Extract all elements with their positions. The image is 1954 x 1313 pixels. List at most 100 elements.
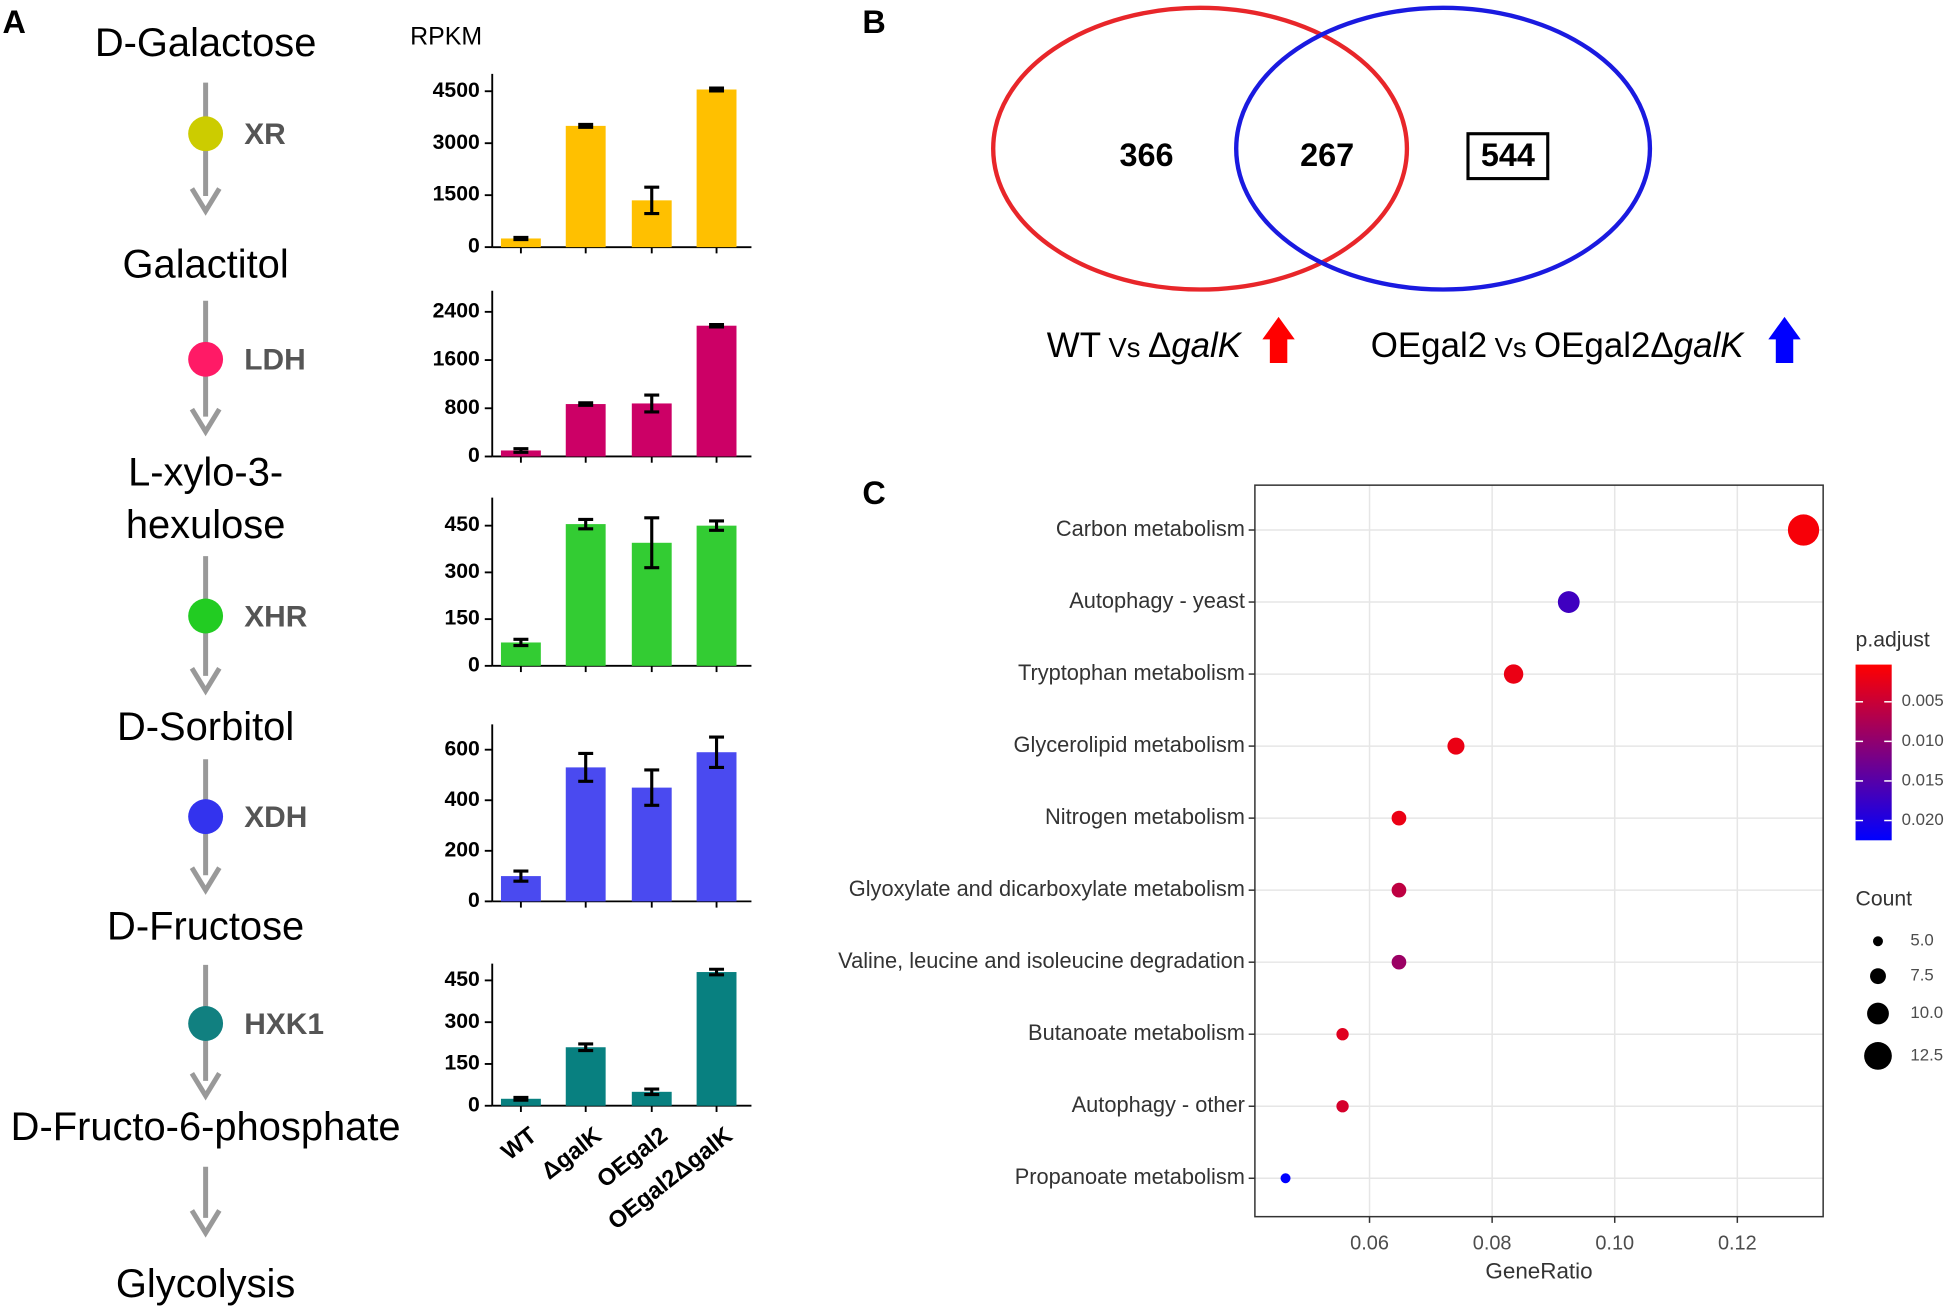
size-key — [1864, 1042, 1892, 1070]
plot-background — [1254, 485, 1824, 1217]
up-arrow — [1768, 316, 1801, 364]
bar — [696, 89, 737, 248]
set-label-part: galK — [1171, 326, 1243, 365]
dot — [1391, 810, 1407, 826]
x-tick-label: 0.12 — [1718, 1232, 1757, 1254]
bar — [696, 325, 737, 457]
bar — [500, 1098, 541, 1106]
y-tick-label: 0 — [468, 653, 480, 676]
dot — [1336, 1028, 1349, 1041]
venn-count: 366 — [1119, 137, 1173, 173]
bar — [631, 1091, 672, 1106]
set-label: OEgal2 Vs OEgal2ΔgalK — [1371, 326, 1745, 365]
arrow-head — [189, 187, 222, 216]
size-label: 5.0 — [1910, 931, 1933, 950]
x-tick-label: 0.06 — [1350, 1232, 1389, 1254]
dot — [1787, 514, 1820, 546]
legend-title: Count — [1856, 888, 1913, 911]
set-label-part: Vs — [1108, 332, 1140, 363]
set-label-part: WT — [1047, 326, 1101, 365]
colorbar-label: 0.010 — [1902, 731, 1944, 750]
y-tick-label: 1500 — [433, 183, 480, 206]
venn-count: 267 — [1300, 137, 1354, 173]
x-tick-label: 0.08 — [1473, 1232, 1512, 1254]
dot — [1280, 1173, 1291, 1184]
error-bar — [644, 185, 660, 216]
dot — [1391, 882, 1407, 898]
error-bar — [513, 637, 529, 648]
enzyme-label: LDH — [244, 344, 305, 377]
size-label: 12.5 — [1910, 1045, 1943, 1064]
error-bar — [578, 1042, 594, 1053]
set-label-part: galK — [1674, 326, 1746, 365]
dot — [1447, 737, 1465, 755]
error-bar — [578, 751, 594, 783]
y-tick-label: Autophagy - other — [1072, 1092, 1245, 1117]
error-bar — [513, 235, 529, 242]
arrow-head — [189, 1072, 222, 1101]
error-bar — [709, 519, 725, 532]
size-key — [1872, 936, 1883, 947]
y-tick-label: Butanoate metabolism — [1028, 1020, 1245, 1045]
y-tick-label: 0 — [468, 235, 480, 258]
y-tick-label: Tryptophan metabolism — [1018, 660, 1245, 685]
bar — [565, 524, 606, 666]
bar — [696, 752, 737, 902]
size-key — [1867, 1002, 1889, 1025]
compound: D-Galactose — [95, 21, 317, 65]
plot-border — [1254, 484, 1824, 1218]
error-bar — [709, 322, 725, 329]
enzyme-dot — [188, 1006, 224, 1041]
y-tick-label: 400 — [444, 788, 479, 811]
set-label-part: OEgal2 — [1371, 326, 1487, 365]
y-tick-label: Propanoate metabolism — [1015, 1164, 1245, 1189]
size-label: 10.0 — [1910, 1003, 1943, 1022]
arrow-head — [189, 866, 222, 895]
error-bar — [644, 393, 660, 414]
y-tick-label: Glycerolipid metabolism — [1014, 732, 1245, 757]
dot — [1503, 664, 1524, 684]
enzyme-label: XHR — [244, 600, 307, 633]
y-tick-label: 450 — [444, 513, 479, 536]
legend-title: p.adjust — [1856, 629, 1930, 652]
y-tick-label: 200 — [444, 838, 479, 861]
error-bar — [578, 401, 594, 407]
y-tick-label: 1600 — [433, 348, 480, 371]
compound: D-Sorbitol — [117, 705, 294, 749]
error-bar — [513, 869, 529, 883]
dot — [1336, 1100, 1349, 1113]
y-tick-label: 600 — [444, 737, 479, 760]
enzyme-dot — [188, 598, 224, 634]
error-bar — [644, 1087, 660, 1097]
y-tick-label: 0 — [468, 444, 480, 467]
compound: Galactitol — [123, 243, 289, 287]
y-tick-label: Nitrogen metabolism — [1045, 804, 1245, 829]
x-tick-label: 0.10 — [1595, 1232, 1634, 1254]
y-tick-label: 3000 — [433, 131, 480, 154]
venn-count: 544 — [1481, 137, 1535, 173]
y-tick-label: Autophagy - yeast — [1069, 588, 1245, 613]
set-label-part: OEgal2Δ — [1534, 326, 1674, 365]
count-box — [1466, 132, 1550, 181]
enzyme-label: XDH — [244, 801, 307, 834]
y-tick-label: 300 — [444, 1010, 479, 1033]
enzyme-dot — [188, 116, 224, 152]
panel-label: B — [862, 4, 885, 40]
colorbar — [1855, 664, 1892, 841]
enzyme-label: XR — [244, 118, 286, 151]
venn-set — [1234, 5, 1653, 292]
y-tick-label: 450 — [444, 968, 479, 991]
compound: D-Fructo-6-phosphate — [11, 1105, 401, 1149]
error-bar — [513, 447, 529, 454]
y-tick-label: 2400 — [433, 299, 480, 322]
compound: L-xylo-3- — [128, 451, 283, 495]
bar — [696, 525, 737, 666]
set-label-part: Δ — [1148, 326, 1171, 365]
enzyme-dot — [188, 341, 224, 377]
compound: D-Fructose — [107, 904, 304, 948]
colorbar-label: 0.015 — [1902, 770, 1944, 789]
panel-label: A — [2, 4, 25, 40]
y-axis-title: RPKM — [410, 22, 482, 50]
panel-label: C — [862, 475, 885, 511]
